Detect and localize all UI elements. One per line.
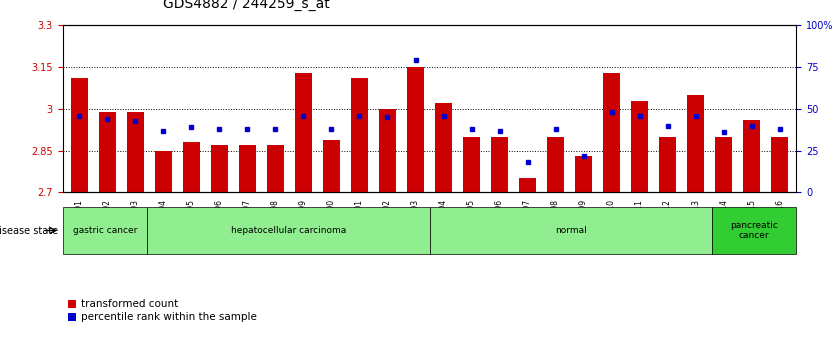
Bar xyxy=(379,109,396,192)
Text: normal: normal xyxy=(555,226,586,235)
Bar xyxy=(631,101,648,192)
Bar xyxy=(547,137,564,192)
Text: hepatocellular carcinoma: hepatocellular carcinoma xyxy=(231,226,346,235)
Bar xyxy=(491,137,508,192)
Bar xyxy=(743,120,760,192)
Bar xyxy=(351,78,368,192)
Bar xyxy=(267,145,284,192)
Bar xyxy=(435,103,452,192)
Bar xyxy=(463,137,480,192)
Bar xyxy=(603,73,620,192)
Bar xyxy=(716,137,732,192)
Bar xyxy=(99,112,116,192)
Text: GDS4882 / 244259_s_at: GDS4882 / 244259_s_at xyxy=(163,0,329,11)
Bar xyxy=(295,73,312,192)
Bar xyxy=(711,207,796,254)
Bar xyxy=(687,95,704,192)
Bar xyxy=(771,137,788,192)
Bar xyxy=(71,78,88,192)
Bar xyxy=(211,145,228,192)
Bar xyxy=(519,179,536,192)
Bar xyxy=(407,67,424,192)
Text: pancreatic
cancer: pancreatic cancer xyxy=(731,221,778,240)
Bar xyxy=(575,156,592,192)
Legend: transformed count, percentile rank within the sample: transformed count, percentile rank withi… xyxy=(68,299,257,322)
Bar xyxy=(148,207,430,254)
Text: gastric cancer: gastric cancer xyxy=(73,226,137,235)
Text: disease state: disease state xyxy=(0,225,58,236)
Bar xyxy=(659,137,676,192)
Bar xyxy=(323,139,340,192)
Bar xyxy=(155,151,172,192)
Bar xyxy=(63,207,148,254)
Bar xyxy=(430,207,711,254)
Bar xyxy=(183,142,200,192)
Bar xyxy=(239,145,256,192)
Bar xyxy=(127,112,143,192)
